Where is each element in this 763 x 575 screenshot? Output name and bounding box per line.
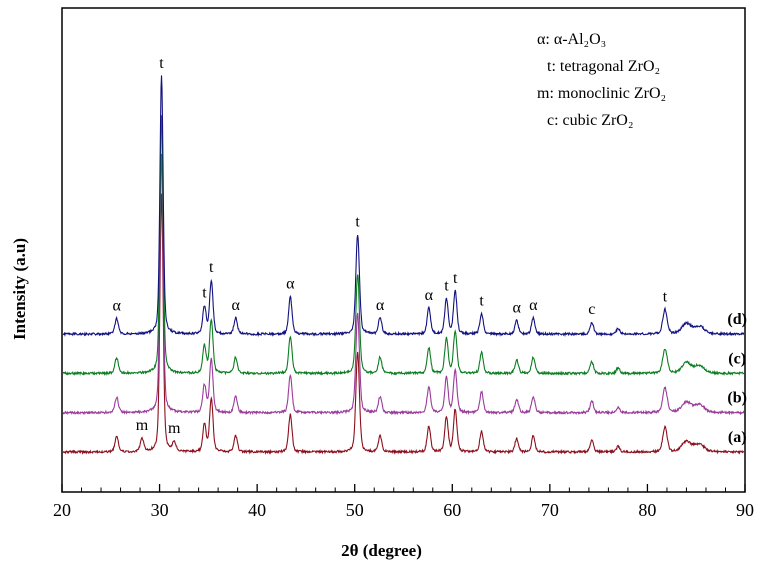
svg-text:t: t	[444, 277, 449, 294]
svg-text:40: 40	[248, 500, 266, 520]
legend-entry-tetragonal: t: tetragonal ZrO₂	[547, 58, 661, 75]
legend-entry-monoclinic: m: monoclinic ZrO₂	[537, 85, 667, 102]
svg-text:20: 20	[53, 500, 71, 520]
svg-text:α: α	[512, 300, 521, 317]
svg-text:t: t	[453, 270, 458, 287]
svg-text:(b): (b)	[727, 390, 747, 407]
svg-text:t: t	[202, 284, 207, 301]
svg-text:α: α	[112, 297, 121, 314]
svg-text:(c): (c)	[728, 350, 746, 367]
y-axis-label: Intensity (a.u)	[10, 237, 29, 340]
svg-text:70: 70	[541, 500, 559, 520]
svg-text:(a): (a)	[728, 429, 747, 446]
svg-text:α: α	[231, 297, 240, 314]
svg-text:t: t	[355, 214, 360, 231]
svg-text:t: t	[479, 292, 484, 309]
svg-text:α: α	[425, 287, 434, 304]
phase-legend: α: α-Al₂O₃ t: tetragonal ZrO₂ m: monocli…	[537, 26, 666, 134]
svg-text:t: t	[159, 55, 164, 72]
svg-text:90: 90	[736, 500, 754, 520]
svg-text:30: 30	[151, 500, 169, 520]
svg-text:m: m	[136, 417, 149, 434]
svg-text:α: α	[529, 297, 538, 314]
svg-text:α: α	[286, 276, 295, 293]
svg-text:60: 60	[443, 500, 461, 520]
svg-text:m: m	[168, 420, 181, 437]
svg-text:t: t	[209, 259, 214, 276]
svg-text:(d): (d)	[727, 311, 747, 328]
svg-text:t: t	[663, 288, 668, 305]
svg-text:50: 50	[346, 500, 364, 520]
svg-text:α: α	[376, 297, 385, 314]
x-axis-label: 2θ (degree)	[341, 541, 422, 560]
legend-entry-cubic: c: cubic ZrO₂	[547, 112, 634, 129]
svg-text:80: 80	[638, 500, 656, 520]
svg-text:c: c	[588, 301, 595, 318]
legend-entry-alpha: α: α-Al₂O₃	[537, 31, 607, 48]
